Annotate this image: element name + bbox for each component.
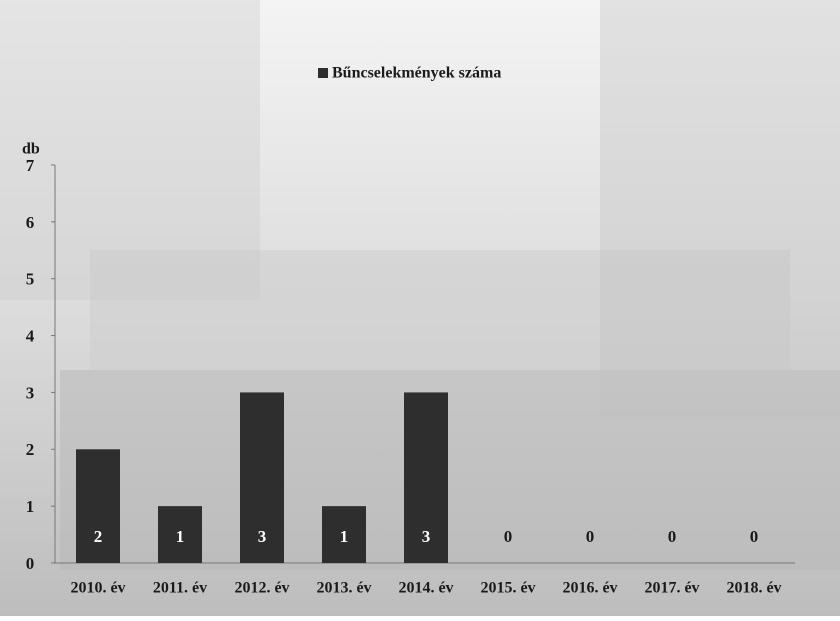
- y-tick-label: 6: [26, 213, 35, 232]
- x-tick-label: 2014. év: [398, 580, 453, 597]
- data-label: 3: [258, 527, 267, 546]
- data-label: 2: [94, 527, 103, 546]
- bar: [76, 449, 120, 563]
- data-label: 1: [340, 527, 349, 546]
- y-tick-label: 0: [26, 554, 35, 573]
- x-tick-label: 2016. év: [562, 580, 617, 597]
- y-tick-label: 3: [26, 383, 35, 402]
- y-tick-label: 1: [26, 497, 35, 516]
- x-tick-label: 2010. év: [70, 580, 125, 597]
- tree: [600, 0, 840, 420]
- x-tick-label: 2018. év: [726, 580, 781, 597]
- data-label: 0: [586, 527, 595, 546]
- legend-label: Bűncselekmények száma: [332, 65, 501, 82]
- y-tick-label: 7: [26, 156, 35, 175]
- x-tick-label: 2017. év: [644, 580, 699, 597]
- legend-swatch: [318, 68, 328, 78]
- data-label: 3: [422, 527, 431, 546]
- data-label: 0: [668, 527, 677, 546]
- data-label: 0: [504, 527, 513, 546]
- chart: Bűncselekmények száma db 012345672010. é…: [0, 0, 840, 616]
- y-tick-label: 2: [26, 440, 35, 459]
- x-tick-label: 2013. év: [316, 580, 371, 597]
- y-tick-label: 5: [26, 270, 35, 289]
- data-label: 1: [176, 527, 185, 546]
- data-label: 0: [750, 527, 759, 546]
- y-tick-label: 4: [26, 326, 35, 345]
- x-tick-label: 2011. év: [153, 580, 207, 597]
- x-tick-label: 2012. év: [234, 580, 289, 597]
- x-tick-label: 2015. év: [480, 580, 535, 597]
